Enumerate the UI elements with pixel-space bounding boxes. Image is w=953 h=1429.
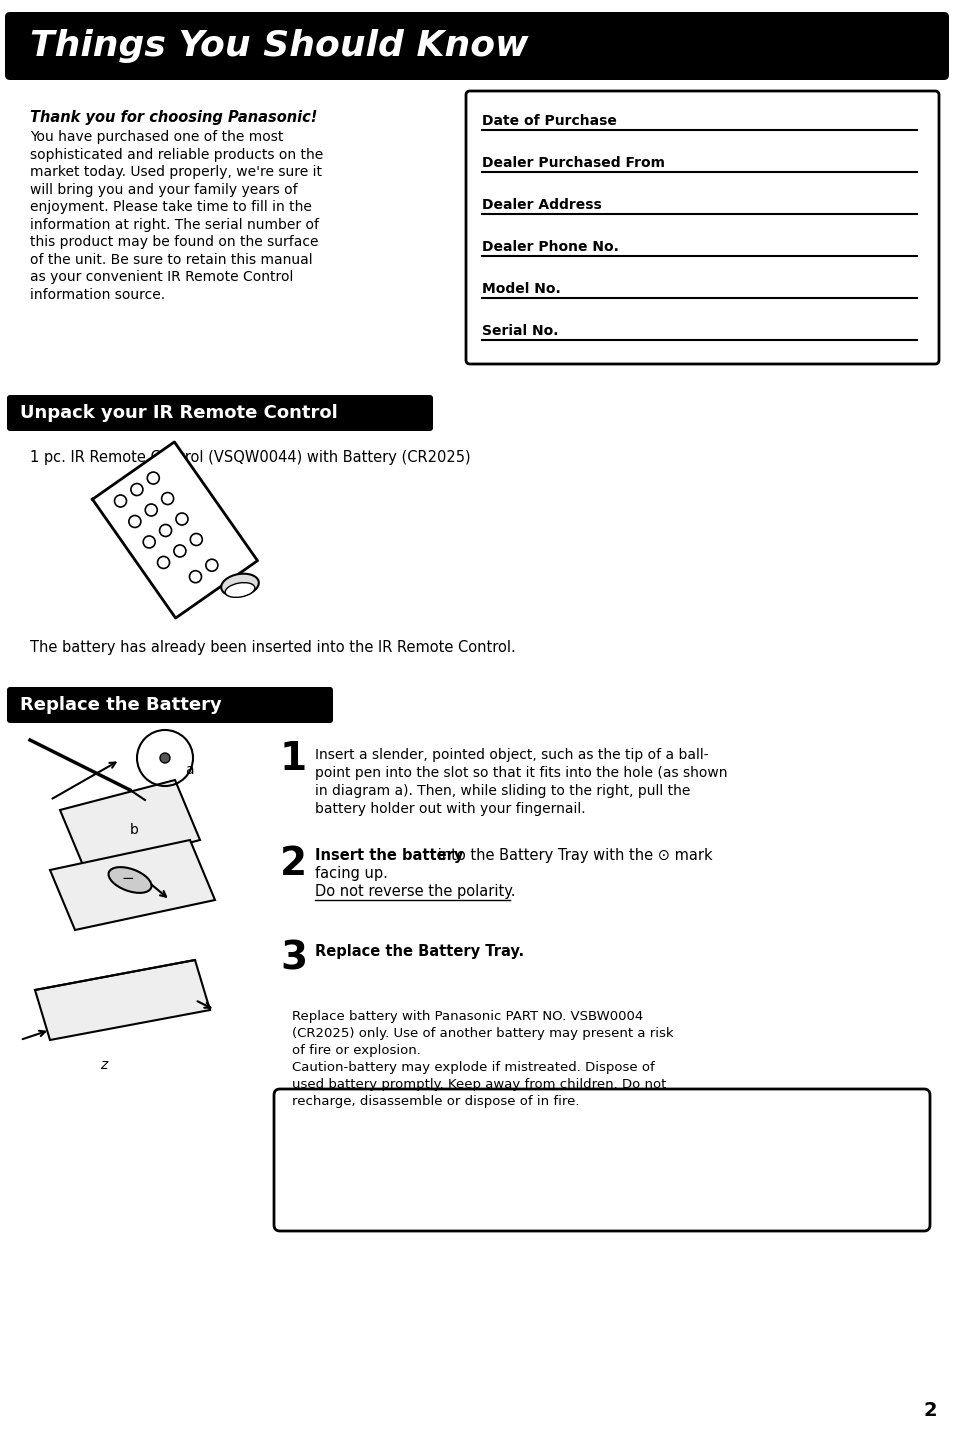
Text: as your convenient IR Remote Control: as your convenient IR Remote Control [30,270,294,284]
Text: Dealer Phone No.: Dealer Phone No. [481,240,618,254]
Text: 2: 2 [280,845,307,883]
Text: sophisticated and reliable products on the: sophisticated and reliable products on t… [30,147,323,161]
Text: Do not reverse the polarity.: Do not reverse the polarity. [314,885,515,899]
FancyBboxPatch shape [7,687,333,723]
Text: used battery promptly. Keep away from children. Do not: used battery promptly. Keep away from ch… [292,1077,666,1090]
FancyBboxPatch shape [274,1089,929,1230]
Circle shape [147,472,159,484]
Text: −: − [121,870,134,886]
Text: Thank you for choosing Panasonic!: Thank you for choosing Panasonic! [30,110,317,124]
Text: z: z [100,1057,107,1072]
Text: Insert the battery: Insert the battery [314,847,463,863]
Text: will bring you and your family years of: will bring you and your family years of [30,183,297,197]
Text: (CR2025) only. Use of another battery may present a risk: (CR2025) only. Use of another battery ma… [292,1027,673,1040]
Circle shape [175,513,188,524]
Text: The battery has already been inserted into the IR Remote Control.: The battery has already been inserted in… [30,640,516,654]
Circle shape [143,536,155,547]
Text: a: a [185,763,193,777]
Text: market today. Used properly, we're sure it: market today. Used properly, we're sure … [30,164,322,179]
Circle shape [190,533,202,546]
Text: Replace the Battery Tray.: Replace the Battery Tray. [314,945,523,959]
Text: 3: 3 [280,940,307,977]
Text: 1: 1 [280,740,307,777]
Circle shape [160,753,170,763]
Text: in diagram a). Then, while sliding to the right, pull the: in diagram a). Then, while sliding to th… [314,785,690,797]
Text: Model No.: Model No. [481,282,560,296]
Text: You have purchased one of the most: You have purchased one of the most [30,130,283,144]
FancyBboxPatch shape [465,91,938,364]
Text: battery holder out with your fingernail.: battery holder out with your fingernail. [314,802,585,816]
Text: information source.: information source. [30,287,165,302]
Text: Serial No.: Serial No. [481,324,558,339]
Ellipse shape [225,583,254,597]
Text: Replace the Battery: Replace the Battery [20,696,221,714]
Text: of fire or explosion.: of fire or explosion. [292,1045,420,1057]
Ellipse shape [109,867,152,893]
Circle shape [157,556,170,569]
Text: Things You Should Know: Things You Should Know [30,29,528,63]
Text: Dealer Address: Dealer Address [481,199,601,211]
Text: enjoyment. Please take time to fill in the: enjoyment. Please take time to fill in t… [30,200,312,214]
Circle shape [190,570,201,583]
Polygon shape [92,442,257,619]
Circle shape [159,524,172,536]
Text: Caution-battery may explode if mistreated. Dispose of: Caution-battery may explode if mistreate… [292,1060,654,1075]
Circle shape [129,516,141,527]
Text: Dealer Purchased From: Dealer Purchased From [481,156,664,170]
Polygon shape [50,840,214,930]
Circle shape [161,493,173,504]
Text: of the unit. Be sure to retain this manual: of the unit. Be sure to retain this manu… [30,253,313,266]
Text: Unpack your IR Remote Control: Unpack your IR Remote Control [20,404,337,422]
Text: recharge, disassemble or dispose of in fire.: recharge, disassemble or dispose of in f… [292,1095,578,1107]
Text: this product may be found on the surface: this product may be found on the surface [30,234,318,249]
FancyBboxPatch shape [5,11,948,80]
Circle shape [206,559,217,572]
Circle shape [173,544,186,557]
Circle shape [114,494,127,507]
Text: into the Battery Tray with the ⊙ mark: into the Battery Tray with the ⊙ mark [433,847,712,863]
Circle shape [131,483,143,496]
Text: facing up.: facing up. [314,866,388,882]
FancyBboxPatch shape [7,394,433,432]
Text: information at right. The serial number of: information at right. The serial number … [30,217,318,231]
Text: 2: 2 [923,1400,936,1419]
Text: point pen into the slot so that it fits into the hole (as shown: point pen into the slot so that it fits … [314,766,727,780]
Text: 1 pc. IR Remote Control (VSQW0044) with Battery (CR2025): 1 pc. IR Remote Control (VSQW0044) with … [30,450,470,464]
Circle shape [145,504,157,516]
Polygon shape [60,780,200,870]
Text: b: b [130,823,139,837]
Text: Date of Purchase: Date of Purchase [481,114,617,129]
Ellipse shape [221,573,258,596]
Polygon shape [35,960,210,1040]
Text: Insert a slender, pointed object, such as the tip of a ball-: Insert a slender, pointed object, such a… [314,747,708,762]
Text: Replace battery with Panasonic PART NO. VSBW0004: Replace battery with Panasonic PART NO. … [292,1010,642,1023]
